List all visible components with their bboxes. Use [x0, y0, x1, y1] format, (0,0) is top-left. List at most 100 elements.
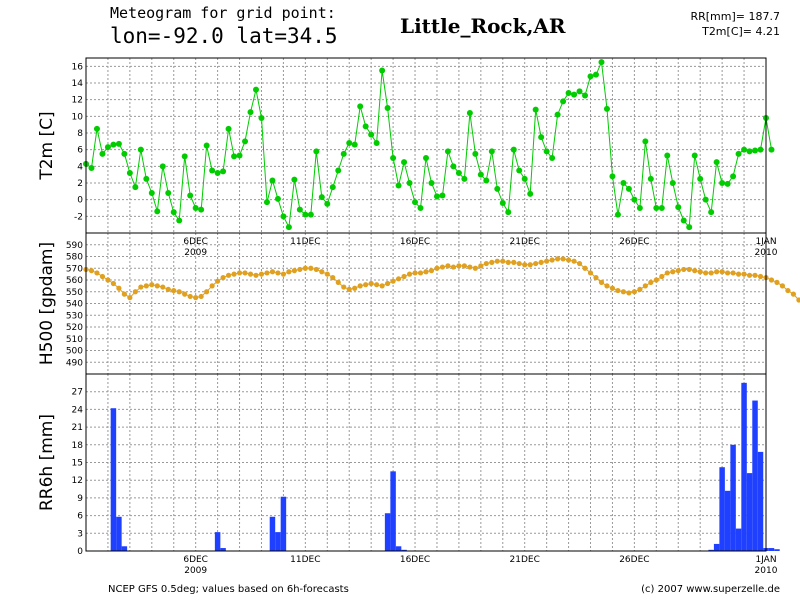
data-point-h500: [719, 269, 725, 275]
ytick-label-rr6h: 12: [72, 476, 83, 486]
data-point-t2m: [110, 141, 117, 148]
ytick-label-h500: 530: [66, 311, 83, 321]
data-point-t2m: [115, 140, 122, 147]
data-point-t2m: [181, 153, 188, 160]
data-point-h500: [154, 283, 160, 289]
bar-rr6h: [280, 496, 287, 551]
data-point-h500: [560, 256, 566, 262]
data-point-h500: [587, 270, 594, 276]
data-point-t2m: [433, 193, 440, 200]
data-point-h500: [659, 273, 665, 280]
data-point-t2m: [466, 110, 473, 116]
data-point-h500: [319, 269, 325, 275]
data-point-h500: [308, 265, 314, 271]
ytick-label-h500: 490: [66, 358, 83, 368]
data-point-t2m: [302, 211, 309, 218]
data-point-h500: [714, 269, 720, 275]
ytick-label-t2m: 12: [72, 96, 83, 106]
data-point-h500: [171, 287, 177, 294]
data-point-t2m: [538, 134, 545, 141]
data-point-t2m: [461, 175, 468, 182]
data-point-t2m: [346, 140, 353, 146]
data-point-h500: [768, 277, 775, 283]
data-point-h500: [653, 277, 659, 283]
data-point-h500: [533, 260, 539, 267]
data-point-h500: [275, 270, 281, 276]
ytick-label-rr6h: 3: [77, 529, 83, 539]
data-point-h500: [620, 289, 627, 295]
bar-rr6h: [741, 382, 747, 551]
data-point-h500: [160, 284, 166, 290]
data-point-h500: [110, 280, 117, 287]
data-point-h500: [494, 258, 500, 264]
data-point-t2m: [697, 175, 704, 182]
data-point-t2m: [719, 180, 726, 186]
data-point-h500: [269, 269, 276, 275]
data-point-h500: [352, 285, 358, 291]
series-line-t2m: [85, 60, 772, 229]
bar-rr6h: [121, 546, 128, 551]
data-point-t2m: [691, 152, 698, 159]
data-point-h500: [417, 270, 424, 276]
data-point-h500: [390, 278, 396, 284]
data-point-t2m: [642, 138, 649, 145]
data-point-t2m: [280, 213, 287, 220]
data-point-h500: [182, 291, 188, 297]
data-point-h500: [132, 289, 138, 295]
data-point-t2m: [521, 175, 528, 182]
data-point-h500: [637, 286, 643, 292]
data-point-t2m: [357, 103, 364, 110]
data-point-t2m: [236, 152, 243, 159]
data-point-h500: [544, 258, 550, 264]
ytick-label-t2m: -2: [74, 212, 83, 222]
data-point-h500: [549, 257, 555, 263]
ytick-label-h500: 580: [66, 253, 83, 263]
bar-rr6h: [724, 490, 731, 551]
data-point-h500: [483, 260, 489, 267]
data-point-t2m: [99, 150, 106, 157]
data-point-t2m: [88, 165, 95, 171]
data-point-t2m: [614, 211, 621, 218]
data-point-h500: [220, 275, 226, 281]
data-point-h500: [615, 287, 621, 294]
data-point-h500: [341, 284, 347, 290]
data-point-t2m: [516, 167, 523, 174]
data-point-h500: [675, 268, 681, 274]
data-point-h500: [324, 271, 330, 277]
ytick-label-h500: 550: [66, 288, 83, 298]
data-point-t2m: [318, 194, 325, 201]
data-point-t2m: [313, 148, 320, 155]
data-point-t2m: [148, 190, 155, 196]
data-point-t2m: [296, 206, 303, 213]
data-point-t2m: [340, 150, 347, 157]
data-point-h500: [785, 287, 791, 294]
data-point-t2m: [285, 224, 292, 231]
data-point-t2m: [198, 206, 205, 213]
data-point-h500: [280, 271, 287, 277]
data-point-h500: [121, 291, 127, 297]
data-point-h500: [187, 293, 193, 300]
data-point-t2m: [214, 170, 221, 176]
data-point-h500: [335, 279, 341, 285]
data-point-t2m: [423, 155, 429, 161]
data-point-h500: [193, 295, 199, 301]
footer-credit: (c) 2007 www.superzelle.de: [641, 584, 780, 595]
data-point-h500: [505, 259, 511, 265]
data-point-t2m: [269, 177, 276, 184]
data-point-t2m: [609, 173, 616, 180]
data-point-t2m: [636, 205, 643, 211]
bar-rr6h: [214, 532, 221, 551]
data-point-t2m: [412, 199, 419, 206]
data-point-h500: [242, 270, 248, 276]
data-point-t2m: [209, 167, 216, 174]
data-point-t2m: [242, 138, 249, 145]
data-point-h500: [236, 270, 243, 276]
data-point-t2m: [686, 224, 693, 231]
xtick-year-rr6h: 2010: [755, 566, 778, 576]
data-point-t2m: [664, 152, 671, 159]
data-point-t2m: [203, 142, 210, 149]
data-point-h500: [555, 256, 561, 262]
data-point-h500: [565, 257, 572, 263]
